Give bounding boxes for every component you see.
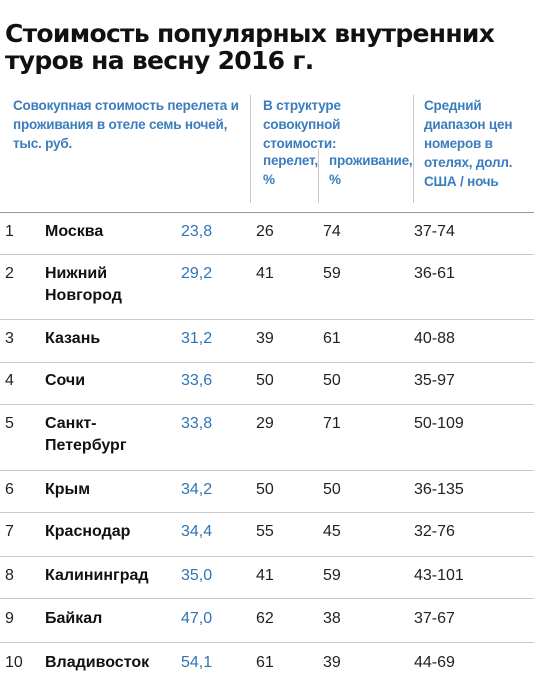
total-cost-cell: 29,2 <box>181 265 213 282</box>
total-cost-cell: 34,4 <box>181 523 213 540</box>
total-cost-cell: 33,6 <box>181 372 213 389</box>
price-range-cell: 50-109 <box>414 415 464 432</box>
rank-cell: 4 <box>5 372 14 389</box>
city-cell: Сочи <box>45 372 86 389</box>
row-divider <box>0 598 534 599</box>
accommodation-share-cell: 74 <box>323 223 341 240</box>
header-divider-2 <box>413 95 414 203</box>
total-cost-cell: 31,2 <box>181 330 213 347</box>
price-range-cell: 36-135 <box>414 481 464 498</box>
flight-share-cell: 41 <box>256 567 274 584</box>
rank-cell: 2 <box>5 265 14 282</box>
flight-share-cell: 62 <box>256 610 274 627</box>
flight-share-cell: 55 <box>256 523 274 540</box>
city-cell: Санкт-Петербург <box>45 415 127 454</box>
rank-cell: 6 <box>5 481 14 498</box>
city-cell: Калининград <box>45 567 149 584</box>
page-title: Стоимость популярных внутренних туров на… <box>5 19 495 75</box>
city-cell: Нижний Новгород <box>45 265 122 304</box>
header-bottom-rule <box>0 212 534 213</box>
price-range-cell: 44-69 <box>414 654 455 671</box>
total-cost-cell: 54,1 <box>181 654 213 671</box>
city-cell: Казань <box>45 330 101 347</box>
accommodation-share-cell: 71 <box>323 415 341 432</box>
accommodation-share-cell: 59 <box>323 265 341 282</box>
row-divider <box>0 319 534 320</box>
rank-cell: 1 <box>5 223 14 240</box>
total-cost-cell: 47,0 <box>181 610 213 627</box>
rank-cell: 3 <box>5 330 14 347</box>
accommodation-share-cell: 45 <box>323 523 341 540</box>
price-range-cell: 36-61 <box>414 265 455 282</box>
row-divider <box>0 254 534 255</box>
rank-cell: 7 <box>5 523 14 540</box>
price-range-cell: 37-74 <box>414 223 455 240</box>
city-cell: Крым <box>45 481 91 498</box>
city-cell: Байкал <box>45 610 103 627</box>
total-cost-cell: 34,2 <box>181 481 213 498</box>
row-divider <box>0 512 534 513</box>
row-divider <box>0 362 534 363</box>
price-range-cell: 40-88 <box>414 330 455 347</box>
flight-share-cell: 41 <box>256 265 274 282</box>
header-flight: перелет, % <box>263 153 318 187</box>
accommodation-share-cell: 38 <box>323 610 341 627</box>
row-divider <box>0 470 534 471</box>
header-divider-1 <box>250 95 251 203</box>
city-cell: Владивосток <box>45 654 150 671</box>
flight-share-cell: 50 <box>256 481 274 498</box>
total-cost-cell: 23,8 <box>181 223 213 240</box>
accommodation-share-cell: 59 <box>323 567 341 584</box>
total-cost-cell: 35,0 <box>181 567 213 584</box>
flight-share-cell: 26 <box>256 223 274 240</box>
row-divider <box>0 556 534 557</box>
header-divider-3 <box>318 149 319 203</box>
city-cell: Краснодар <box>45 523 131 540</box>
rank-cell: 9 <box>5 610 14 627</box>
rank-cell: 8 <box>5 567 14 584</box>
accommodation-share-cell: 39 <box>323 654 341 671</box>
row-divider <box>0 404 534 405</box>
flight-share-cell: 61 <box>256 654 274 671</box>
accommodation-share-cell: 50 <box>323 481 341 498</box>
header-accommodation: проживание, % <box>329 153 413 187</box>
flight-share-cell: 29 <box>256 415 274 432</box>
price-range-cell: 37-67 <box>414 610 455 627</box>
flight-share-cell: 50 <box>256 372 274 389</box>
flight-share-cell: 39 <box>256 330 274 347</box>
rank-cell: 5 <box>5 415 14 432</box>
accommodation-share-cell: 61 <box>323 330 341 347</box>
rank-cell: 10 <box>5 654 23 671</box>
total-cost-cell: 33,8 <box>181 415 213 432</box>
price-range-cell: 43-101 <box>414 567 464 584</box>
row-divider <box>0 642 534 643</box>
price-range-cell: 32-76 <box>414 523 455 540</box>
header-total-cost: Совокупная стоимость перелета и проживан… <box>13 98 239 151</box>
price-range-cell: 35-97 <box>414 372 455 389</box>
header-price-range: Средний диапазон цен номеров в отелях, д… <box>424 98 513 189</box>
accommodation-share-cell: 50 <box>323 372 341 389</box>
header-structure: В структуре совокупной стоимости: <box>263 98 341 151</box>
city-cell: Москва <box>45 223 104 240</box>
